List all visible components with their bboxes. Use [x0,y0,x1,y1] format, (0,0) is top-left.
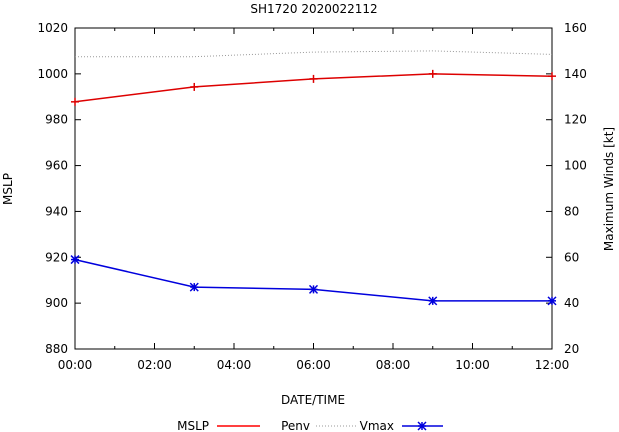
data-point-vmax-2 [308,284,319,294]
data-point-vmax-3 [428,296,438,306]
data-point-penv-1 [190,82,199,91]
right-tick-label: 20 [564,342,579,356]
data-point-vmax-4 [547,296,557,306]
legend: MSLP Penv Vmax [177,419,443,432]
data-point-penv-3 [428,69,437,78]
left-y-axis: 880 900 920 940 960 980 1000 1020 [37,21,81,356]
legend-marker-vmax [417,421,427,431]
right-tick-label: 140 [564,67,587,81]
y-axis-label-left: MSLP [1,173,15,205]
data-point-vmax-0 [70,255,80,265]
x-tick-label: 12:00 [535,358,570,372]
left-tick-label: 1000 [37,67,68,81]
left-tick-label: 880 [45,342,68,356]
x-tick-label: 00:00 [58,358,93,372]
x-tick-label: 08:00 [376,358,411,372]
right-tick-label: 100 [564,159,587,173]
x-tick-label: 10:00 [455,358,490,372]
data-point-penv-2 [309,74,318,83]
x-axis-label: DATE/TIME [281,393,345,407]
series-line-vmax [74,258,552,302]
x-tick-label: 04:00 [217,358,252,372]
data-point-penv-4 [548,72,556,81]
x-axis: 00:00 02:00 04:00 06:00 08:00 10:00 12:00 [58,28,570,372]
left-tick-label: 960 [45,159,68,173]
left-tick-label: 900 [45,296,68,310]
x-tick-label: 06:00 [296,358,331,372]
left-tick-label: 940 [45,204,68,218]
right-tick-label: 120 [564,113,587,127]
right-tick-label: 160 [564,21,587,35]
legend-label-vmax: Vmax [360,419,394,432]
series-line-penv-dotted [75,50,553,58]
data-point-vmax-1 [189,282,199,292]
legend-label-mslp: MSLP [177,419,209,432]
right-tick-label: 60 [564,250,579,264]
left-tick-label: 920 [45,250,68,264]
x-tick-label: 02:00 [137,358,172,372]
left-tick-label: 1020 [37,21,68,35]
legend-label-penv: Penv [281,419,310,432]
series-layer [70,50,557,306]
data-point-penv-0 [71,97,79,106]
chart-title: SH1720 2020022112 [250,2,377,16]
y-axis-label-right: Maximum Winds [kt] [602,127,616,251]
left-tick-label: 980 [45,113,68,127]
right-tick-label: 80 [564,204,579,218]
right-tick-label: 40 [564,296,579,310]
